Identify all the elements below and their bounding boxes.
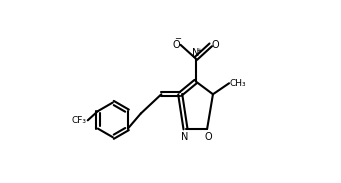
Text: O: O <box>172 40 180 50</box>
Text: O: O <box>212 40 219 50</box>
Text: O: O <box>204 132 212 142</box>
Text: −: − <box>174 34 181 43</box>
Text: +: + <box>196 48 202 54</box>
Text: CH₃: CH₃ <box>230 79 247 88</box>
Text: N: N <box>181 132 188 142</box>
Text: N: N <box>192 48 199 58</box>
Text: CF₃: CF₃ <box>72 116 87 125</box>
